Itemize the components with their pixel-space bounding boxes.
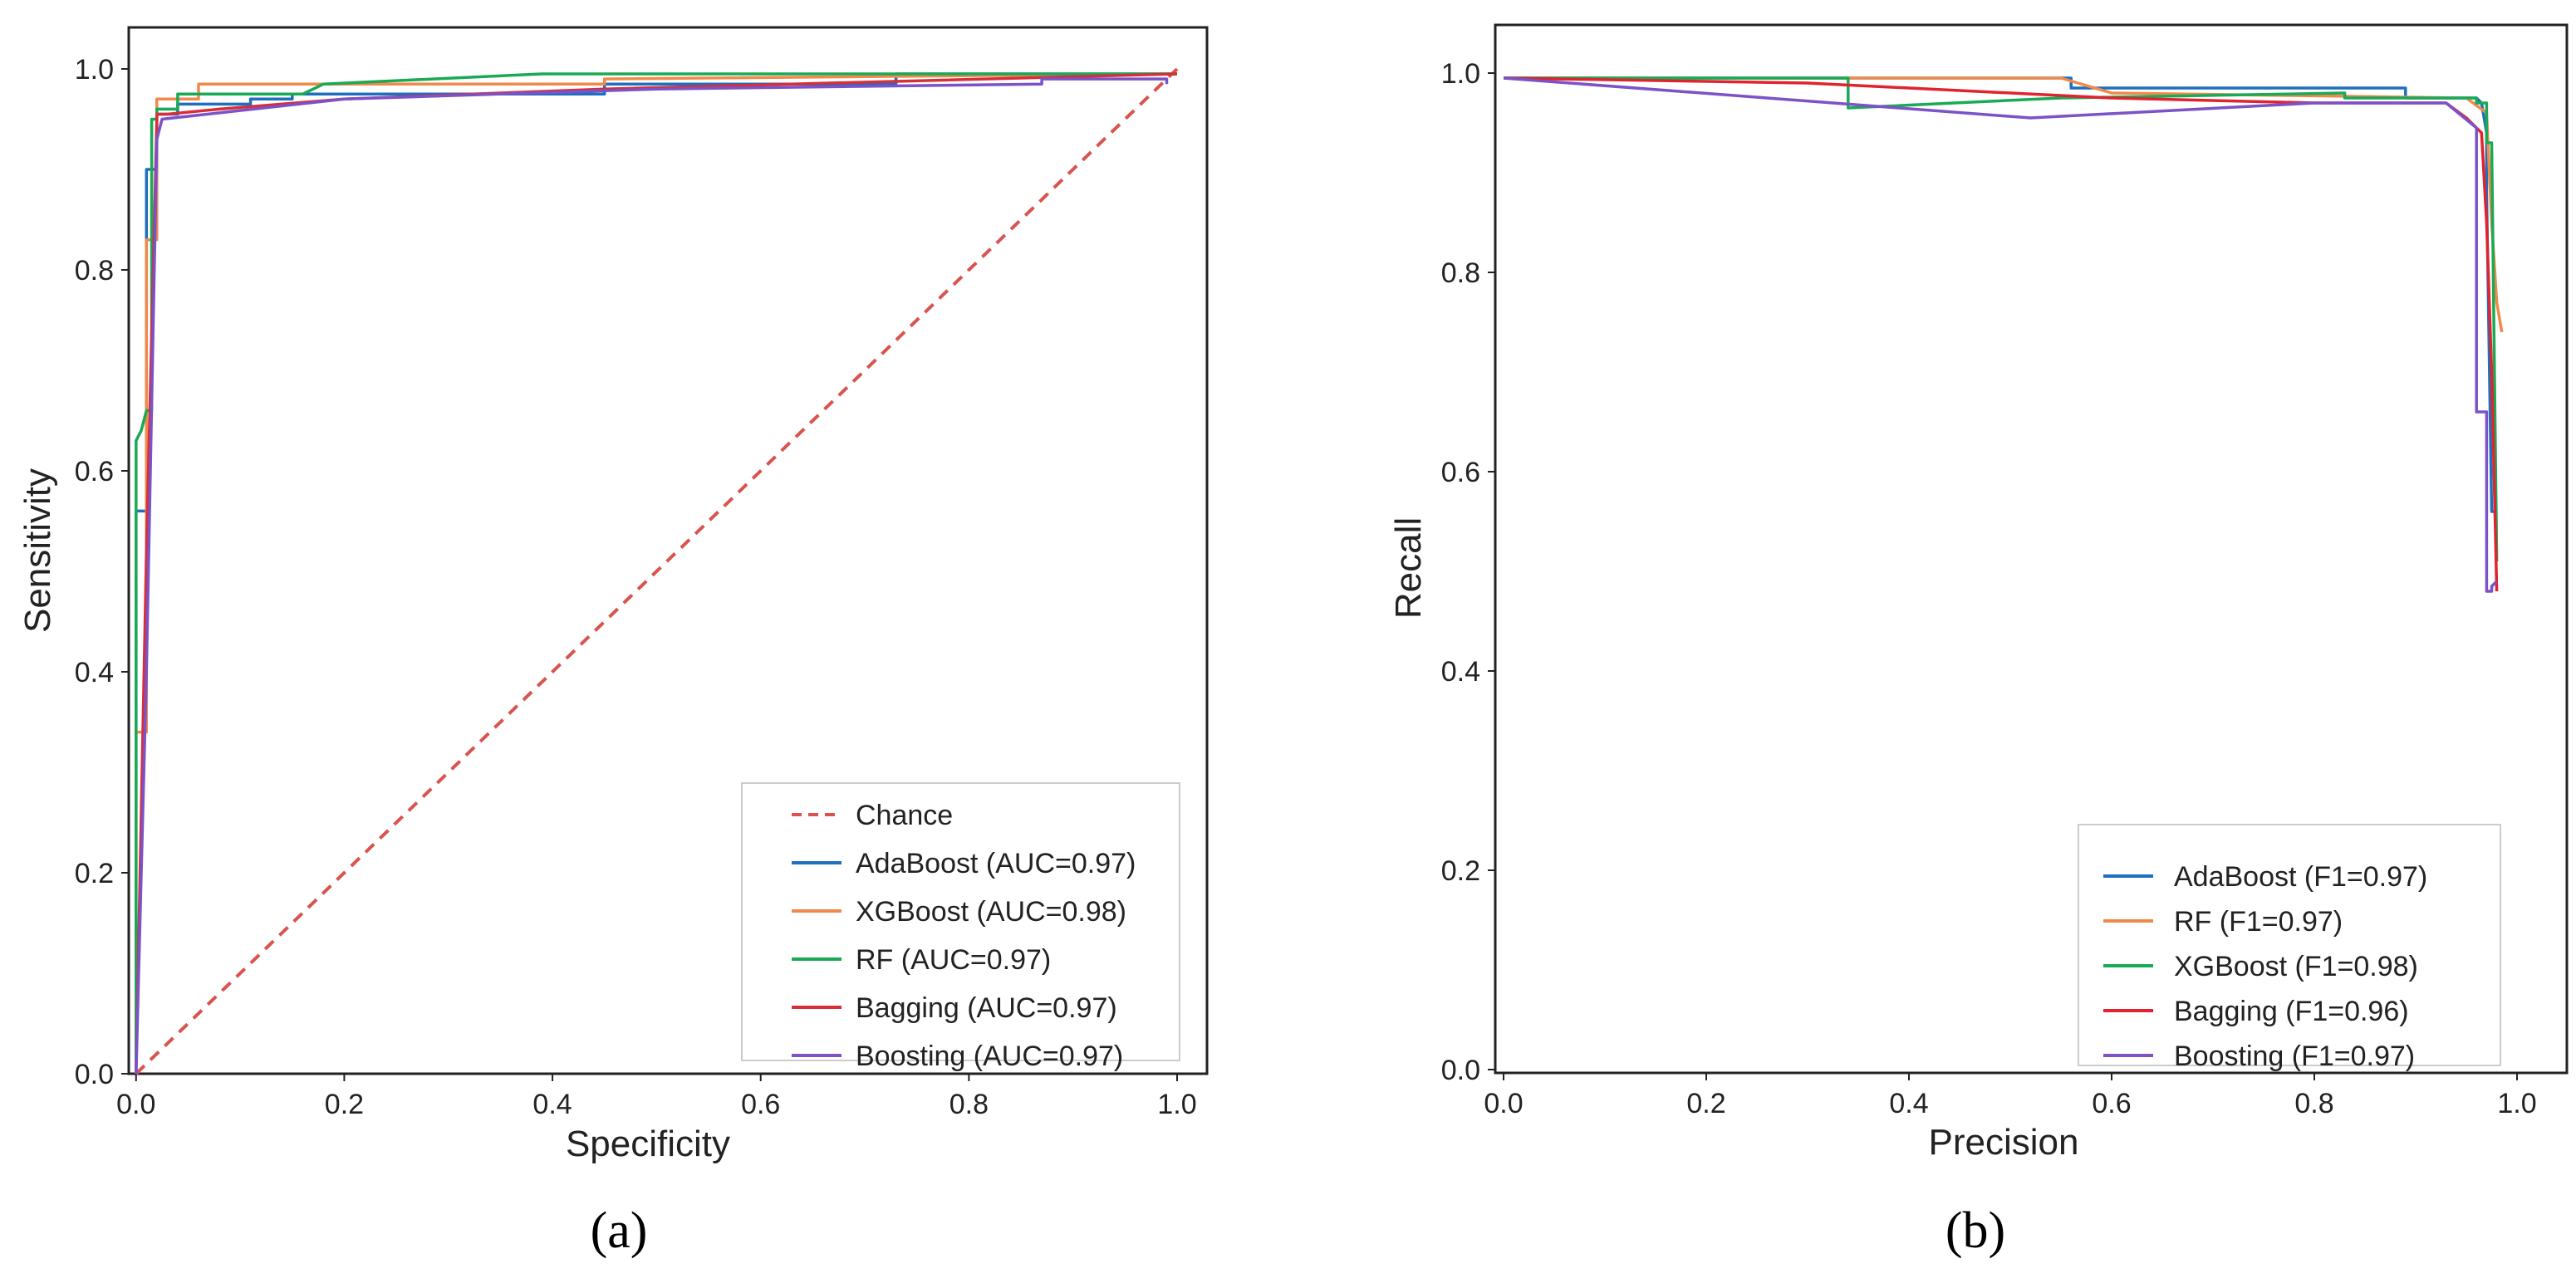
roc-legend-box: [741, 782, 1180, 1061]
pr-legend-label-boosting: Boosting (F1=0.97): [2174, 1041, 2415, 1072]
roc-series-rf-line: [135, 72, 1177, 1074]
roc-x-tick-label: 1.0: [1157, 1089, 1196, 1120]
pr-legend-label-rf: RF (F1=0.97): [2174, 906, 2343, 938]
pr-series-xgboost-line: [1504, 76, 2499, 562]
roc-legend-label-boosting: Boosting (AUC=0.97): [856, 1041, 1123, 1072]
pr-series-boosting-line: [1503, 76, 2498, 593]
pr-legend-box: [2078, 824, 2501, 1066]
pr-series-rf-line: [1504, 76, 2504, 333]
pr-y-tick-label: 0.6: [1441, 457, 1480, 488]
roc-legend-label-bagging: Bagging (AUC=0.97): [856, 992, 1117, 1024]
pr-x-tick-label: 0.6: [2092, 1088, 2131, 1119]
roc-legend-entries: Chance AdaBoost (AUC=0.97) XGBoost (AUC=0.…: [792, 800, 1136, 1072]
roc-x-tick-label: 0.2: [325, 1089, 364, 1120]
pr-x-tick-label: 0.2: [1686, 1088, 1725, 1119]
pr-panel: 0.0 0.2 0.4 0.6 0.8 1.0 0.0 0.2 0.4 0.6 0.8 1.0 Pr…: [1388, 23, 2569, 1259]
roc-x-ticks: 0.0 0.2 0.4 0.6 0.8 1.0: [116, 1074, 1197, 1120]
roc-series-boosting-line: [135, 77, 1169, 1075]
roc-y-tick-label: 0.4: [75, 657, 114, 688]
roc-series-layer: [135, 67, 1179, 1075]
roc-y-tick-label: 1.0: [75, 54, 114, 86]
pr-series-adaboost-line: [1504, 76, 2497, 513]
pr-legend: AdaBoost (F1=0.97) RF (F1=0.97) XGBoost (F…: [2078, 824, 2501, 1072]
pr-x-tick-label: 1.0: [2497, 1088, 2536, 1119]
roc-x-axis-label: Specificity: [566, 1124, 730, 1164]
roc-y-tick-label: 0.2: [75, 858, 114, 889]
pr-panel-label: (b): [1945, 1202, 2005, 1259]
pr-legend-label-xgboost: XGBoost (F1=0.98): [2174, 951, 2418, 982]
roc-y-tick-label: 0.6: [75, 456, 114, 487]
roc-legend-label-adaboost: AdaBoost (AUC=0.97): [856, 848, 1136, 879]
pr-series-layer: [1503, 76, 2504, 593]
roc-y-tick-label: 0.0: [75, 1059, 114, 1090]
pr-x-axis-label: Precision: [1929, 1122, 2079, 1163]
pr-y-axis-label: Recall: [1388, 517, 1429, 619]
pr-series-bagging-line: [1503, 76, 2499, 592]
roc-legend-label-xgboost: XGBoost (AUC=0.98): [856, 896, 1126, 928]
roc-y-axis-label: Sensitivity: [17, 468, 58, 633]
roc-y-tick-label: 0.8: [75, 255, 114, 286]
pr-y-tick-label: 0.4: [1441, 656, 1480, 688]
roc-x-tick-label: 0.0: [116, 1089, 155, 1120]
pr-plot-frame: [1494, 23, 2569, 1075]
roc-x-tick-label: 0.8: [949, 1089, 989, 1120]
pr-legend-label-bagging: Bagging (F1=0.96): [2174, 996, 2409, 1027]
roc-plot-frame: [127, 26, 1209, 1075]
pr-legend-entries: AdaBoost (F1=0.97) RF (F1=0.97) XGBoost (F…: [2103, 861, 2427, 1072]
roc-x-tick-label: 0.6: [741, 1089, 780, 1120]
pr-y-tick-label: 1.0: [1441, 58, 1480, 90]
roc-legend: Chance AdaBoost (AUC=0.97) XGBoost (AUC=0.…: [741, 782, 1180, 1072]
roc-legend-label-chance: Chance: [856, 800, 953, 831]
roc-legend-label-rf: RF (AUC=0.97): [856, 944, 1051, 976]
roc-panel-label: (a): [591, 1202, 648, 1259]
pr-y-tick-label: 0.8: [1441, 257, 1480, 289]
pr-legend-label-adaboost: AdaBoost (F1=0.97): [2174, 861, 2427, 893]
pr-x-ticks: 0.0 0.2 0.4 0.6 0.8 1.0: [1484, 1073, 2537, 1119]
roc-series-chance-line: [135, 67, 1179, 1075]
roc-y-ticks: 0.0 0.2 0.4 0.6 0.8 1.0: [75, 54, 129, 1090]
pr-y-tick-label: 0.0: [1441, 1055, 1480, 1086]
pr-y-ticks: 0.0 0.2 0.4 0.6 0.8 1.0: [1441, 58, 1495, 1086]
roc-panel: 0.0 0.2 0.4 0.6 0.8 1.0 0.0 0.2 0.4 0.6 0.8 1.0 Sp…: [17, 26, 1209, 1259]
pr-x-tick-label: 0.4: [1889, 1088, 1928, 1119]
pr-x-tick-label: 0.0: [1484, 1088, 1523, 1119]
pr-y-tick-label: 0.2: [1441, 855, 1480, 887]
roc-x-tick-label: 0.4: [532, 1089, 572, 1120]
pr-x-tick-label: 0.8: [2294, 1088, 2333, 1119]
